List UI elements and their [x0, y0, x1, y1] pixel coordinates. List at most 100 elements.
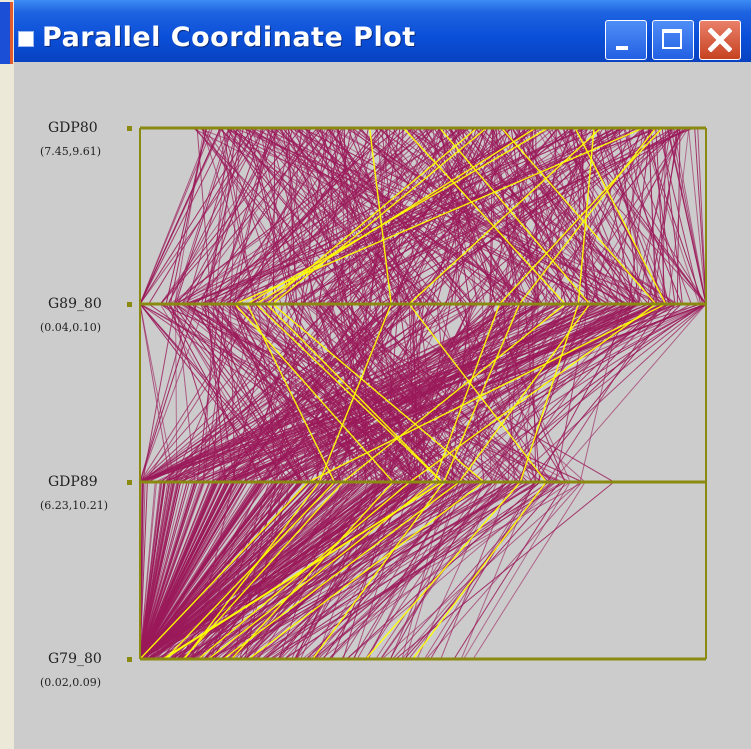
data-line [252, 127, 539, 660]
data-line [222, 127, 625, 660]
axis-range-label: (7.45,9.61) [40, 145, 101, 158]
data-line [139, 127, 676, 660]
data-line [190, 127, 707, 660]
data-line [139, 127, 631, 660]
data-line [148, 127, 408, 660]
data-line [255, 127, 576, 660]
parallel-coordinate-chart[interactable]: GDP80 (7.45,9.61) G89_80 (0.04,0.10) GDP89 (6… [14, 62, 751, 749]
data-line [244, 127, 659, 660]
axis-labels-layer: GDP80 (7.45,9.61) G89_80 (0.04,0.10) GDP89 (6… [40, 120, 108, 689]
data-line [201, 127, 498, 660]
data-line [269, 127, 635, 660]
data-line [139, 127, 652, 660]
highlight-line [222, 127, 591, 660]
data-line [139, 127, 692, 660]
parallel-plot-window: Parallel Coordinate Plot GDP80 (7.45,9.61… [14, 0, 751, 749]
data-line [139, 127, 334, 660]
data-line [146, 127, 558, 660]
data-line [139, 127, 632, 660]
data-line [320, 127, 707, 660]
data-line [254, 127, 537, 660]
data-line [220, 127, 399, 660]
axis-handle[interactable] [127, 657, 132, 662]
data-line [209, 127, 573, 660]
data-line [317, 127, 521, 660]
data-line [139, 127, 537, 660]
data-line [139, 127, 601, 660]
highlight-line [312, 127, 657, 660]
data-line [139, 127, 588, 660]
adjacent-window-title-stub [0, 2, 13, 64]
data-line [139, 127, 668, 660]
data-line [305, 127, 707, 660]
highlight-line [408, 127, 602, 660]
data-line [217, 127, 455, 660]
axis-range-label: (0.04,0.10) [40, 321, 101, 334]
axes-layer [127, 126, 707, 662]
axis-handle[interactable] [127, 302, 132, 307]
data-line [228, 127, 464, 660]
data-line [280, 127, 663, 660]
highlight-line [248, 127, 487, 660]
data-line [257, 127, 707, 660]
axis-range-label: (0.02,0.09) [40, 676, 101, 689]
data-line [139, 127, 390, 660]
plot-area[interactable]: GDP80 (7.45,9.61) G89_80 (0.04,0.10) GDP89 (6… [14, 62, 751, 749]
maximize-button[interactable] [652, 20, 694, 60]
close-button[interactable] [699, 20, 741, 60]
data-line [215, 127, 662, 660]
data-lines-layer [139, 127, 707, 660]
axis-name-label: G79_80 [48, 651, 102, 667]
data-line [242, 127, 610, 660]
data-line [139, 127, 640, 660]
axis-handle[interactable] [127, 126, 132, 131]
highlight-line [208, 127, 663, 660]
highlight-line [162, 127, 536, 660]
data-line [139, 127, 275, 660]
data-line [139, 127, 420, 660]
data-line [139, 127, 368, 660]
data-line [139, 127, 590, 660]
axis-range-label: (6.23,10.21) [40, 499, 108, 512]
data-line [139, 127, 656, 660]
data-line [139, 127, 657, 660]
data-line [213, 127, 512, 660]
window-title: Parallel Coordinate Plot [42, 22, 416, 53]
data-line [139, 127, 555, 660]
data-line [139, 127, 458, 660]
data-line [139, 127, 611, 660]
data-line [139, 127, 544, 660]
data-line [375, 127, 582, 660]
data-line [139, 127, 510, 660]
data-line [175, 127, 393, 660]
highlight-line [139, 127, 667, 660]
data-line [139, 127, 469, 660]
data-line [263, 127, 588, 660]
data-line [235, 127, 557, 660]
title-bar[interactable]: Parallel Coordinate Plot [14, 0, 751, 62]
window-icon[interactable] [18, 31, 34, 47]
data-line [251, 127, 535, 660]
highlight-line [365, 127, 595, 660]
data-line [143, 127, 579, 660]
minimize-button[interactable] [605, 20, 647, 60]
data-line [139, 127, 664, 660]
data-line [408, 127, 667, 660]
axis-handle[interactable] [127, 480, 132, 485]
data-line [139, 127, 289, 660]
data-line [188, 127, 511, 660]
data-line [172, 127, 363, 660]
axis-name-label: GDP80 [48, 120, 98, 136]
data-line [238, 127, 441, 660]
data-line [139, 127, 344, 660]
data-line [139, 127, 635, 660]
highlight-line [182, 127, 567, 660]
data-line [139, 127, 669, 660]
data-line [295, 127, 707, 660]
data-line [139, 127, 403, 660]
highlight-line [230, 127, 644, 660]
highlight-lines-layer [139, 127, 667, 660]
data-line [139, 127, 707, 660]
data-line [139, 127, 681, 660]
axis-name-label: GDP89 [48, 474, 98, 490]
